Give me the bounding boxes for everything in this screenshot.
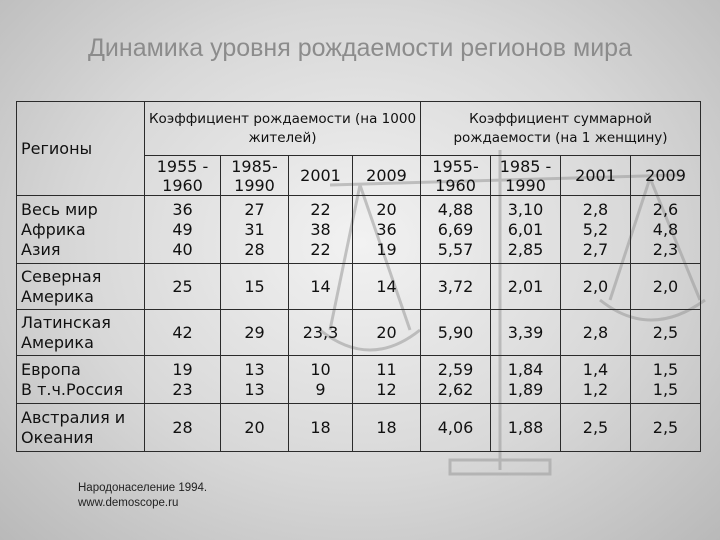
value-cell: 2,0	[560, 263, 632, 310]
birth-rate-header: Коэффициент рождаемости (на 1000 жителей…	[143, 101, 422, 156]
region-label: Азия	[21, 239, 61, 259]
value-cell: 1,88	[490, 403, 562, 452]
birth-rate-table-frame: Регионы Коэффициент рождаемости (на 1000…	[16, 101, 702, 452]
value-cell: 4,06	[420, 403, 492, 452]
region-label: В т.ч.Россия	[21, 379, 124, 399]
value-cell: 15	[220, 263, 289, 310]
region-cell: Весь мир Африка Азия	[16, 195, 145, 264]
period-header: 1955 - 1960	[144, 155, 221, 196]
value-cell: 3,39	[490, 309, 562, 356]
regions-header: Регионы	[16, 101, 145, 196]
region-label: Африка	[21, 219, 86, 239]
value-cell: 27 31 28	[220, 195, 289, 264]
value-cell: 28	[144, 403, 221, 452]
period-header: 2009	[351, 155, 422, 196]
table-row: Весь мир Африка Азия 36 49 40 27 31 28 22 38 22 …	[16, 195, 702, 264]
value-cell: 42	[144, 309, 221, 356]
value-cell: 20	[220, 403, 289, 452]
region-cell: Австралия и Океания	[16, 403, 145, 452]
value-cell: 1,84 1,89	[490, 355, 562, 404]
value-cell: 2,6 4,8 2,3	[630, 195, 702, 264]
value-cell: 2,8	[560, 309, 632, 356]
value-cell: 2,8 5,2 2,7	[560, 195, 632, 264]
value-cell: 20	[351, 309, 422, 356]
value-cell: 18	[288, 403, 353, 452]
value-cell: 14	[351, 263, 422, 310]
region-cell: Европа В т.ч.Россия	[16, 355, 145, 404]
value-cell: 29	[220, 309, 289, 356]
value-cell: 18	[351, 403, 422, 452]
region-label: Европа	[21, 359, 81, 379]
total-fertility-header: Коэффициент суммарной рождаемости (на 1 …	[420, 101, 702, 156]
region-cell: Латинская Америка	[16, 309, 145, 356]
value-cell: 2,01	[490, 263, 562, 310]
source-url: www.demoscope.ru	[78, 497, 179, 509]
value-cell: 1,4 1,2	[560, 355, 632, 404]
value-cell: 3,72	[420, 263, 492, 310]
table-row: Северная Америка 25 15 14 14 3,72 2,01 2…	[16, 263, 702, 310]
period-header: 2001	[560, 155, 632, 196]
source-line: Народонаселение 1994.	[78, 482, 208, 494]
value-cell: 4,88 6,69 5,57	[420, 195, 492, 264]
value-cell: 10 9	[288, 355, 353, 404]
source-note: Народонаселение 1994. www.demoscope.ru	[78, 481, 207, 511]
value-cell: 25	[144, 263, 221, 310]
value-cell: 36 49 40	[144, 195, 221, 264]
value-cell: 2,5	[630, 403, 702, 452]
value-cell: 1,5 1,5	[630, 355, 702, 404]
value-cell: 13 13	[220, 355, 289, 404]
period-header: 1985- 1990	[220, 155, 289, 196]
page-title: Динамика уровня рождаемости регионов мир…	[88, 34, 632, 62]
value-cell: 3,10 6,01 2,85	[490, 195, 562, 264]
value-cell: 2,5	[630, 309, 702, 356]
table-row: Латинская Америка 42 29 23,3 20 5,90 3,3…	[16, 309, 702, 356]
region-label: Весь мир	[21, 199, 98, 219]
value-cell: 20 36 19	[351, 195, 422, 264]
value-cell: 2,5	[560, 403, 632, 452]
value-cell: 5,90	[420, 309, 492, 356]
value-cell: 2,0	[630, 263, 702, 310]
value-cell: 2,59 2,62	[420, 355, 492, 404]
period-header: 2001	[288, 155, 353, 196]
value-cell: 14	[288, 263, 353, 310]
table-row: Австралия и Океания 28 20 18 18 4,06 1,8…	[16, 403, 702, 452]
value-cell: 19 23	[144, 355, 221, 404]
value-cell: 11 12	[351, 355, 422, 404]
region-cell: Северная Америка	[16, 263, 145, 310]
value-cell: 23,3	[288, 309, 353, 356]
period-header: 1985 - 1990	[490, 155, 562, 196]
value-cell: 22 38 22	[288, 195, 353, 264]
birth-rate-table: Регионы Коэффициент рождаемости (на 1000…	[16, 101, 702, 452]
period-header: 1955- 1960	[420, 155, 492, 196]
period-header: 2009	[630, 155, 702, 196]
table-row: Европа В т.ч.Россия 19 23 13 13 10 9 11 12 2,…	[16, 355, 702, 404]
